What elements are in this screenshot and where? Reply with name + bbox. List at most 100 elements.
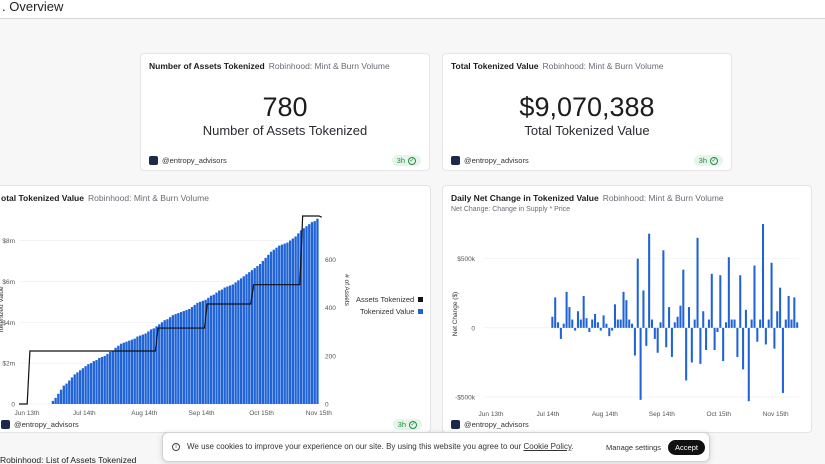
refresh-age-badge[interactable]: 3h ✓: [392, 419, 422, 430]
value-bar: [79, 370, 82, 404]
value-bar: [278, 245, 281, 404]
age-text: 3h: [698, 156, 707, 165]
card-title[interactable]: Daily Net Change in Tokenized Value: [451, 193, 599, 203]
net-change-bar: [682, 269, 685, 328]
cookie-message: We use cookies to improve your experienc…: [187, 442, 574, 451]
x-tick-label: Oct 15th: [706, 411, 731, 418]
manage-settings-button[interactable]: Manage settings: [606, 443, 662, 452]
check-circle-icon: ✓: [409, 420, 417, 429]
value-bar: [179, 312, 183, 404]
net-change-bar: [568, 307, 571, 328]
card-title[interactable]: otal Tokenized Value: [1, 193, 84, 203]
legend-swatch: [418, 297, 424, 302]
value-bar: [313, 221, 316, 404]
value-bar: [155, 326, 158, 404]
assets-tokenized-line: [19, 215, 322, 405]
value-bar: [302, 228, 305, 404]
author-link[interactable]: @entropy_advisors: [1, 420, 79, 429]
net-change-bar: [599, 327, 602, 331]
value-bar: [229, 285, 232, 404]
x-tick-label: Aug 14th: [592, 411, 618, 418]
card-header: Number of Assets Tokenized Robinhood: Min…: [149, 61, 390, 71]
net-change-bar: [559, 327, 562, 339]
value-bar: [256, 266, 259, 404]
card-subtitle[interactable]: Robinhood: Mint & Burn Volume: [87, 193, 209, 203]
net-change-bar: [633, 327, 636, 356]
author-link[interactable]: @entropy_advisors: [451, 156, 529, 165]
accept-button[interactable]: Accept: [668, 440, 705, 455]
value-bar: [245, 274, 248, 404]
check-circle-icon: ✓: [710, 156, 718, 165]
card-subtitle[interactable]: Robinhood: Mint & Burn Volume: [268, 61, 390, 71]
net-change-bar: [750, 319, 753, 328]
author-link[interactable]: @entropy_advisors: [149, 156, 227, 165]
y-tick-label: $8m: [2, 238, 15, 245]
value-bar: [212, 294, 215, 404]
legend-assets-tokenized[interactable]: Assets Tokenized: [356, 295, 424, 304]
value-bar: [267, 254, 270, 404]
value-bar: [95, 360, 98, 404]
value-bar: [100, 357, 104, 404]
net-change-bar: [619, 319, 622, 328]
net-change-bar: [557, 322, 560, 328]
net-change-bar: [588, 327, 591, 332]
age-text: 3h: [397, 420, 406, 429]
value-bar: [141, 334, 145, 404]
net-change-bar: [719, 275, 722, 328]
value-bar: [218, 290, 221, 404]
value-bar: [174, 314, 177, 404]
card-subtitle[interactable]: Robinhood: Mint & Burn Volume: [602, 193, 724, 203]
card-title[interactable]: Number of Assets Tokenized: [149, 61, 265, 71]
refresh-age-badge[interactable]: 3h ✓: [693, 155, 723, 166]
net-change-bar: [551, 316, 554, 328]
assets-count-value: 780: [262, 92, 308, 122]
value-bar: [220, 289, 224, 404]
net-change-bar: [562, 323, 565, 328]
card-header: otal Tokenized Value Robinhood: Mint & Bu…: [1, 193, 209, 203]
net-change-bar: [696, 237, 699, 328]
net-change-bar: [702, 311, 705, 328]
value-bar: [272, 249, 275, 404]
net-change-bar: [724, 322, 728, 328]
value-bar: [125, 341, 128, 404]
value-bar: [109, 351, 112, 404]
value-bar: [160, 322, 164, 404]
net-change-bar: [628, 319, 631, 328]
value-bar: [193, 304, 196, 404]
net-change-bar: [639, 327, 642, 400]
value-bar: [261, 260, 265, 404]
value-bar: [54, 397, 57, 404]
net-change-bar: [668, 307, 671, 328]
value-chart[interactable]: 0 $2m $4m $6m $8m 0 200 400 600 Jun 13th Jul 14th A…: [0, 204, 432, 424]
net-change-bar: [739, 275, 742, 328]
net-change-bar: [602, 315, 605, 328]
legend-label: Tokenized Value: [360, 307, 415, 316]
refresh-age-badge[interactable]: 3h ✓: [391, 155, 421, 166]
x-tick-label: Sep 14th: [189, 410, 215, 417]
net-change-bar: [730, 319, 733, 328]
net-change-bar: [773, 327, 776, 349]
y-tick-label: $6m: [2, 279, 15, 286]
legend-tokenized-value[interactable]: Tokenized Value: [360, 307, 424, 316]
value-bar: [59, 389, 63, 404]
cookie-policy-link[interactable]: Cookie Policy: [523, 442, 572, 451]
net-change-chart[interactable]: -$500k 0 $500k Jun 13th Jul 14th Aug 14th Sep …: [443, 216, 813, 421]
net-change-bar: [611, 327, 614, 331]
net-change-bar: [642, 290, 645, 328]
value-bar: [286, 242, 289, 404]
y-tick-label: $4m: [2, 320, 15, 327]
list-section-title: Robinhood: List of Assets Tokenized: [0, 455, 137, 464]
value-bar: [84, 366, 87, 404]
y2-tick-label: 600: [325, 257, 336, 264]
net-change-bar: [679, 305, 682, 328]
value-bar: [207, 297, 210, 404]
net-change-bar: [591, 319, 594, 328]
net-change-bar: [716, 327, 719, 332]
card-title[interactable]: Total Tokenized Value: [451, 61, 539, 71]
value-bar: [188, 308, 191, 404]
net-change-bar: [787, 296, 790, 328]
card-subtitle[interactable]: Robinhood: Mint & Burn Volume: [542, 61, 664, 71]
value-bar: [305, 226, 308, 404]
value-bar: [248, 272, 251, 404]
author-link[interactable]: @entropy_advisors: [451, 420, 529, 429]
